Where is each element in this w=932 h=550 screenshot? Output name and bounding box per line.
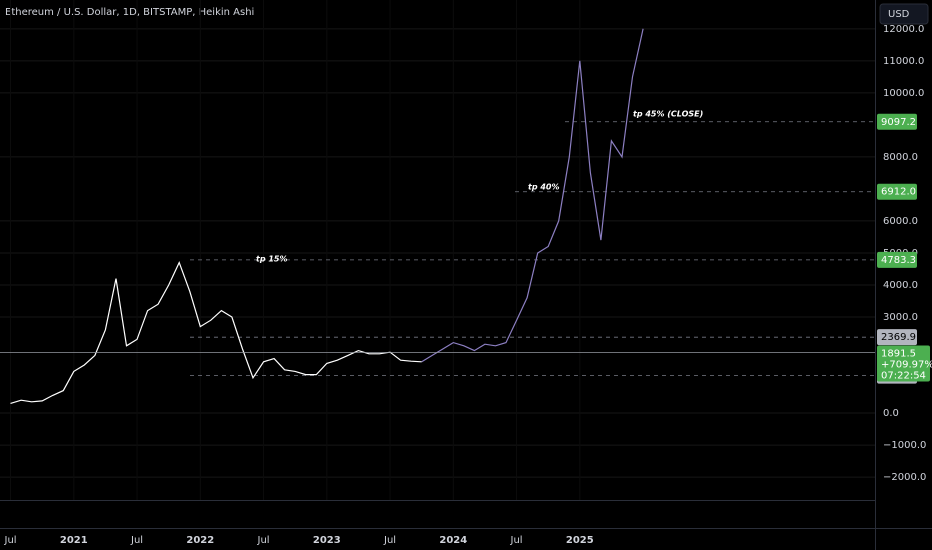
y-tick-label: 4000.0 (883, 280, 918, 291)
price-line (10, 261, 422, 404)
last-price-label: 1891.5 (881, 348, 916, 359)
level-label: 2369.9 (881, 332, 916, 343)
x-tick-label: 2022 (186, 535, 214, 546)
x-tick-label: 2023 (313, 535, 341, 546)
last-price-change: +709.97% (881, 359, 932, 370)
annotation: tp 45% (CLOSE) (633, 110, 703, 119)
price-line (421, 28, 644, 363)
x-tick-label: Jul (4, 535, 17, 546)
x-tick-label: Jul (383, 535, 396, 546)
last-price-countdown: 07:22:54 (881, 370, 926, 381)
y-tick-label: 0.0 (883, 408, 899, 419)
level-label-box (877, 183, 917, 200)
level-label-box (877, 113, 917, 130)
last-price-box (877, 345, 930, 382)
chart-title: Ethereum / U.S. Dollar, 1D, BITSTAMP, He… (5, 7, 254, 18)
y-tick-label: 12000.0 (883, 24, 924, 35)
level-label: 6912.0 (881, 187, 916, 198)
x-tick-label: Jul (510, 535, 523, 546)
y-tick-label: 11000.0 (883, 56, 924, 67)
annotation: tp 40% (528, 183, 559, 192)
y-tick-label: 10000.0 (883, 88, 924, 99)
x-tick-label: 2021 (60, 535, 88, 546)
level-label: 4783.3 (881, 255, 916, 266)
x-tick-label: 2024 (439, 535, 467, 546)
y-tick-label: 3000.0 (883, 312, 918, 323)
level-label-box (877, 329, 917, 346)
x-tick-label: Jul (130, 535, 143, 546)
level-label: 9097.2 (881, 117, 916, 128)
level-label-box (877, 251, 917, 268)
y-tick-label: 6000.0 (883, 216, 918, 227)
currency-button[interactable] (879, 3, 929, 25)
currency[interactable]: USD (888, 9, 910, 20)
annotation: tp 15% (256, 255, 287, 264)
x-tick-label: 2025 (566, 535, 594, 546)
x-tick-label: Jul (257, 535, 270, 546)
y-tick-label: 8000.0 (883, 152, 918, 163)
y-tick-label: −1000.0 (883, 440, 926, 451)
y-tick-label: −2000.0 (883, 472, 926, 483)
